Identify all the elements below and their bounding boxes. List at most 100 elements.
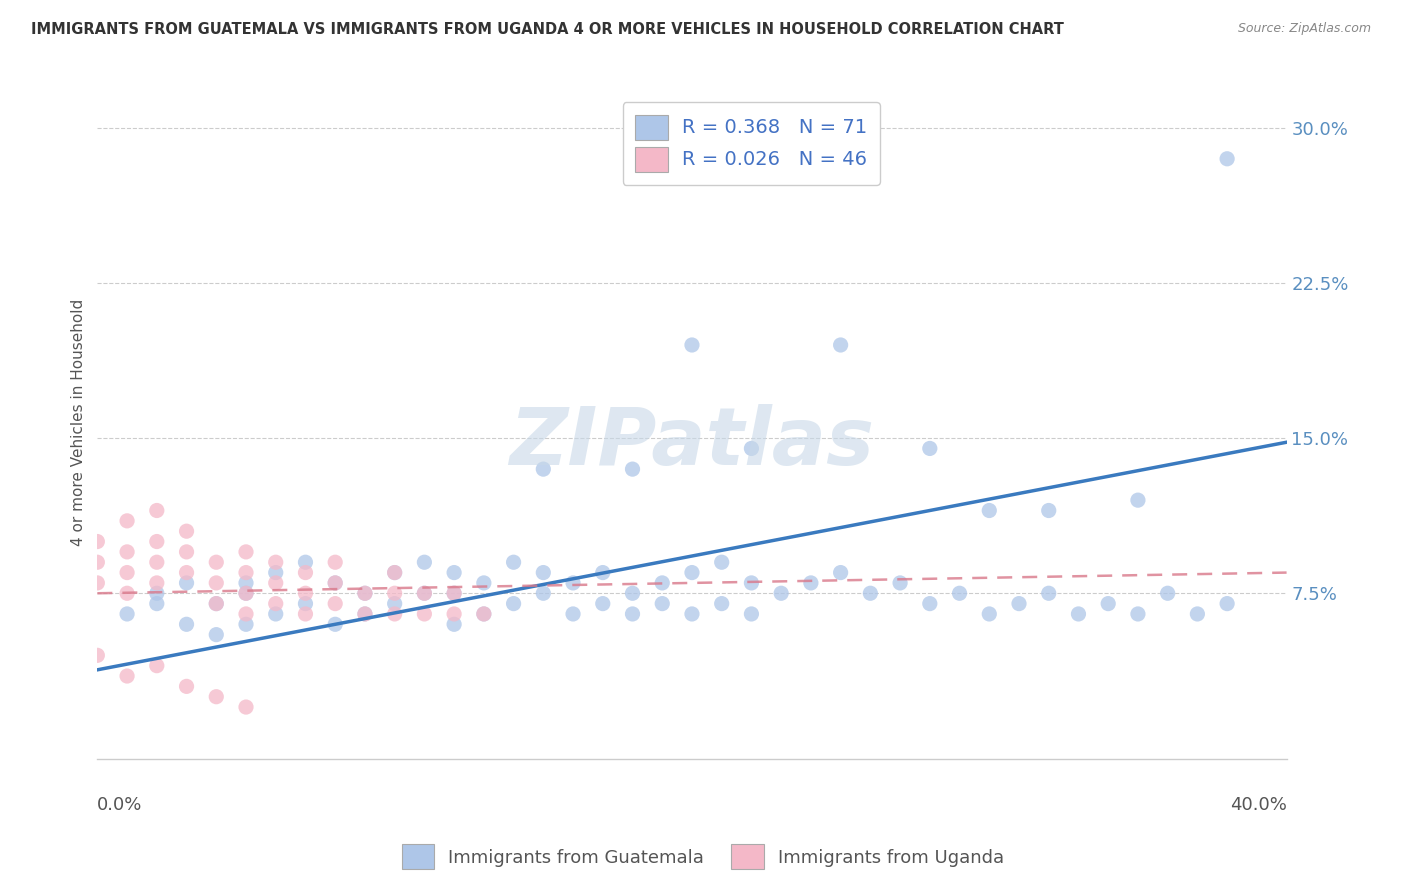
Point bbox=[1008, 597, 1031, 611]
Point bbox=[235, 575, 257, 590]
Point bbox=[176, 566, 198, 580]
Point bbox=[443, 566, 465, 580]
Point bbox=[1038, 503, 1060, 517]
Point bbox=[651, 575, 673, 590]
Point bbox=[294, 555, 316, 569]
Point bbox=[115, 607, 138, 621]
Text: 40.0%: 40.0% bbox=[1230, 796, 1286, 814]
Point bbox=[384, 566, 406, 580]
Point bbox=[710, 597, 733, 611]
Text: IMMIGRANTS FROM GUATEMALA VS IMMIGRANTS FROM UGANDA 4 OR MORE VEHICLES IN HOUSEH: IMMIGRANTS FROM GUATEMALA VS IMMIGRANTS … bbox=[31, 22, 1064, 37]
Point bbox=[176, 524, 198, 539]
Point bbox=[651, 597, 673, 611]
Point bbox=[443, 586, 465, 600]
Y-axis label: 4 or more Vehicles in Household: 4 or more Vehicles in Household bbox=[72, 299, 86, 546]
Point bbox=[740, 575, 762, 590]
Point bbox=[146, 658, 169, 673]
Legend: Immigrants from Guatemala, Immigrants from Uganda: Immigrants from Guatemala, Immigrants fr… bbox=[392, 835, 1014, 879]
Point bbox=[264, 607, 287, 621]
Point bbox=[86, 534, 108, 549]
Point bbox=[562, 607, 585, 621]
Point bbox=[770, 586, 793, 600]
Point bbox=[740, 607, 762, 621]
Point bbox=[205, 627, 228, 641]
Point bbox=[235, 617, 257, 632]
Point bbox=[681, 566, 703, 580]
Point bbox=[1156, 586, 1178, 600]
Point bbox=[354, 586, 377, 600]
Point bbox=[472, 575, 495, 590]
Point bbox=[294, 566, 316, 580]
Point bbox=[205, 575, 228, 590]
Point bbox=[1126, 493, 1149, 508]
Point bbox=[443, 607, 465, 621]
Point bbox=[146, 586, 169, 600]
Point bbox=[205, 690, 228, 704]
Point bbox=[1126, 607, 1149, 621]
Point bbox=[176, 575, 198, 590]
Point bbox=[531, 586, 554, 600]
Point bbox=[264, 566, 287, 580]
Point bbox=[502, 555, 524, 569]
Point bbox=[1097, 597, 1119, 611]
Point bbox=[323, 597, 346, 611]
Point bbox=[621, 607, 644, 621]
Point bbox=[176, 545, 198, 559]
Point bbox=[264, 597, 287, 611]
Point bbox=[681, 338, 703, 352]
Point bbox=[472, 607, 495, 621]
Point bbox=[146, 534, 169, 549]
Point bbox=[86, 648, 108, 663]
Point bbox=[235, 566, 257, 580]
Point bbox=[979, 607, 1001, 621]
Point bbox=[323, 617, 346, 632]
Point bbox=[146, 503, 169, 517]
Point bbox=[146, 575, 169, 590]
Point bbox=[115, 586, 138, 600]
Point bbox=[294, 586, 316, 600]
Point bbox=[740, 442, 762, 456]
Point bbox=[1216, 597, 1239, 611]
Point bbox=[176, 679, 198, 693]
Point bbox=[531, 462, 554, 476]
Point bbox=[235, 586, 257, 600]
Point bbox=[294, 597, 316, 611]
Point bbox=[176, 617, 198, 632]
Point bbox=[384, 597, 406, 611]
Point bbox=[1038, 586, 1060, 600]
Point bbox=[235, 607, 257, 621]
Point bbox=[115, 545, 138, 559]
Point bbox=[413, 586, 436, 600]
Point bbox=[800, 575, 823, 590]
Point bbox=[681, 607, 703, 621]
Point bbox=[354, 607, 377, 621]
Point bbox=[235, 700, 257, 714]
Point bbox=[1067, 607, 1090, 621]
Point bbox=[146, 555, 169, 569]
Legend: R = 0.368   N = 71, R = 0.026   N = 46: R = 0.368 N = 71, R = 0.026 N = 46 bbox=[623, 102, 880, 185]
Point bbox=[235, 586, 257, 600]
Point bbox=[1187, 607, 1209, 621]
Point bbox=[710, 555, 733, 569]
Point bbox=[235, 545, 257, 559]
Text: Source: ZipAtlas.com: Source: ZipAtlas.com bbox=[1237, 22, 1371, 36]
Point bbox=[384, 586, 406, 600]
Point bbox=[86, 575, 108, 590]
Point bbox=[205, 555, 228, 569]
Point bbox=[354, 607, 377, 621]
Point bbox=[830, 566, 852, 580]
Point bbox=[264, 575, 287, 590]
Point bbox=[384, 566, 406, 580]
Point bbox=[323, 575, 346, 590]
Point bbox=[294, 607, 316, 621]
Point bbox=[621, 462, 644, 476]
Point bbox=[205, 597, 228, 611]
Point bbox=[472, 607, 495, 621]
Point bbox=[859, 586, 882, 600]
Point bbox=[323, 555, 346, 569]
Text: ZIPatlas: ZIPatlas bbox=[509, 404, 875, 482]
Text: 0.0%: 0.0% bbox=[97, 796, 143, 814]
Point bbox=[205, 597, 228, 611]
Point bbox=[413, 586, 436, 600]
Point bbox=[830, 338, 852, 352]
